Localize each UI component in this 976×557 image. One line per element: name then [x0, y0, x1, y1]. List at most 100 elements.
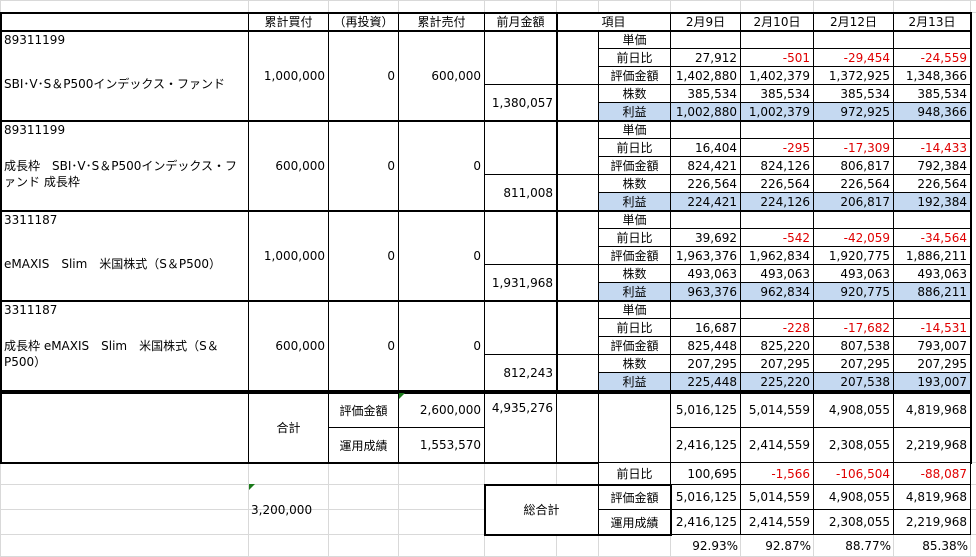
value-cell[interactable]: 193,007 — [893, 372, 971, 391]
value-cell[interactable] — [813, 30, 894, 49]
value-cell[interactable]: 207,538 — [813, 372, 894, 391]
fund-prev-blank[interactable] — [484, 300, 557, 355]
header-date[interactable]: 2月10日 — [740, 12, 814, 31]
fund-buy[interactable]: 600,000 — [248, 300, 329, 391]
header-cell-blank[interactable] — [0, 12, 249, 31]
value-cell[interactable]: -42,059 — [813, 228, 894, 247]
row-label[interactable]: 前日比 — [598, 48, 671, 67]
value-cell[interactable] — [893, 30, 971, 49]
value-cell[interactable]: 807,538 — [813, 336, 894, 355]
value-cell[interactable] — [813, 120, 894, 139]
total-performance[interactable]: 2,416,125 — [670, 427, 741, 463]
blank-cell[interactable] — [556, 264, 599, 301]
grand-valuation[interactable]: 4,908,055 — [813, 484, 894, 510]
value-cell[interactable]: 16,404 — [670, 138, 741, 157]
value-cell[interactable]: 207,295 — [670, 354, 741, 373]
total-performance[interactable]: 2,219,968 — [893, 427, 971, 463]
grand-diff[interactable]: -88,087 — [893, 462, 971, 485]
value-cell[interactable]: -24,559 — [893, 48, 971, 67]
grand-diff[interactable]: -1,566 — [740, 462, 814, 485]
value-cell[interactable]: 226,564 — [813, 174, 894, 193]
row-label[interactable]: 利益 — [598, 282, 671, 301]
row-label[interactable]: 単価 — [598, 300, 671, 319]
row-label[interactable]: 単価 — [598, 30, 671, 49]
value-cell[interactable]: 206,817 — [813, 192, 894, 211]
value-cell[interactable]: 493,063 — [740, 264, 814, 283]
grand-ratio[interactable]: 92.87% — [765, 538, 811, 553]
value-cell[interactable]: -34,564 — [893, 228, 971, 247]
total-valuation[interactable]: 5,016,125 — [670, 392, 741, 428]
value-cell[interactable] — [740, 210, 814, 229]
row-label[interactable]: 利益 — [598, 372, 671, 391]
fund-name[interactable]: eMAXIS Slim 米国株式（S＆P500） — [0, 228, 249, 301]
blank-cell[interactable] — [556, 210, 599, 265]
fund-code[interactable]: 3311187 — [0, 210, 249, 229]
grand-diff-label[interactable]: 前日比 — [598, 462, 671, 485]
fund-prev-blank[interactable] — [484, 210, 557, 265]
blank-cell[interactable] — [556, 120, 599, 175]
value-cell[interactable]: 948,366 — [893, 102, 971, 121]
blank-cell[interactable] — [598, 392, 671, 463]
blank-cell[interactable] — [556, 300, 599, 355]
header-buy[interactable]: 累計買付 — [248, 12, 329, 31]
value-cell[interactable]: 493,063 — [893, 264, 971, 283]
value-cell[interactable]: 225,448 — [670, 372, 741, 391]
row-label[interactable]: 利益 — [598, 102, 671, 121]
grand-ratio[interactable]: 88.77% — [845, 538, 891, 553]
value-cell[interactable]: 793,007 — [893, 336, 971, 355]
total-performance-label[interactable]: 運用成績 — [328, 427, 399, 463]
row-label[interactable]: 単価 — [598, 210, 671, 229]
value-cell[interactable]: 1,963,376 — [670, 246, 741, 265]
value-cell[interactable]: 226,564 — [670, 174, 741, 193]
row-label[interactable]: 評価金額 — [598, 336, 671, 355]
grand-invested[interactable]: 3,200,000 — [251, 502, 313, 517]
row-label[interactable]: 単価 — [598, 120, 671, 139]
value-cell[interactable] — [670, 120, 741, 139]
blank-cell[interactable] — [556, 354, 599, 391]
value-cell[interactable]: -542 — [740, 228, 814, 247]
value-cell[interactable] — [740, 30, 814, 49]
row-label[interactable]: 前日比 — [598, 228, 671, 247]
value-cell[interactable]: 207,295 — [813, 354, 894, 373]
row-label[interactable]: 株数 — [598, 354, 671, 373]
fund-prev-month[interactable]: 1,931,968 — [484, 264, 557, 301]
total-performance[interactable]: 2,414,559 — [740, 427, 814, 463]
fund-buy[interactable]: 1,000,000 — [248, 30, 329, 121]
header-item[interactable]: 項目 — [556, 12, 671, 31]
value-cell[interactable] — [740, 300, 814, 319]
value-cell[interactable]: 806,817 — [813, 156, 894, 175]
value-cell[interactable]: 224,421 — [670, 192, 741, 211]
total-prev-month[interactable]: 4,935,276 — [484, 392, 557, 463]
header-date[interactable]: 2月13日 — [893, 12, 971, 31]
value-cell[interactable]: 385,534 — [893, 84, 971, 103]
total-valuation[interactable]: 4,819,968 — [893, 392, 971, 428]
value-cell[interactable]: 825,220 — [740, 336, 814, 355]
value-cell[interactable] — [893, 210, 971, 229]
row-label[interactable]: 利益 — [598, 192, 671, 211]
value-cell[interactable]: 1,348,366 — [893, 66, 971, 85]
value-cell[interactable] — [813, 210, 894, 229]
total-label[interactable]: 合計 — [248, 392, 329, 463]
grand-performance[interactable]: 2,308,055 — [813, 509, 894, 535]
value-cell[interactable]: 824,421 — [670, 156, 741, 175]
grand-performance-label[interactable]: 運用成績 — [598, 509, 671, 535]
grand-diff[interactable]: -106,504 — [813, 462, 894, 485]
blank-cell[interactable] — [556, 392, 599, 463]
grand-ratio[interactable]: 85.38% — [922, 538, 968, 553]
grand-ratio[interactable]: 92.93% — [692, 538, 738, 553]
fund-reinvest[interactable]: 0 — [328, 300, 399, 391]
total-valuation-label[interactable]: 評価金額 — [328, 392, 399, 428]
value-cell[interactable]: 385,534 — [670, 84, 741, 103]
grand-valuation-label[interactable]: 評価金額 — [598, 484, 671, 510]
fund-prev-month[interactable]: 1,380,057 — [484, 84, 557, 121]
value-cell[interactable]: -295 — [740, 138, 814, 157]
value-cell[interactable]: 207,295 — [740, 354, 814, 373]
value-cell[interactable]: -14,433 — [893, 138, 971, 157]
fund-reinvest[interactable]: 0 — [328, 30, 399, 121]
header-date[interactable]: 2月12日 — [813, 12, 894, 31]
value-cell[interactable]: 493,063 — [670, 264, 741, 283]
value-cell[interactable]: 385,534 — [813, 84, 894, 103]
value-cell[interactable]: 1,886,211 — [893, 246, 971, 265]
value-cell[interactable]: 792,384 — [893, 156, 971, 175]
blank-cell[interactable] — [0, 392, 249, 463]
